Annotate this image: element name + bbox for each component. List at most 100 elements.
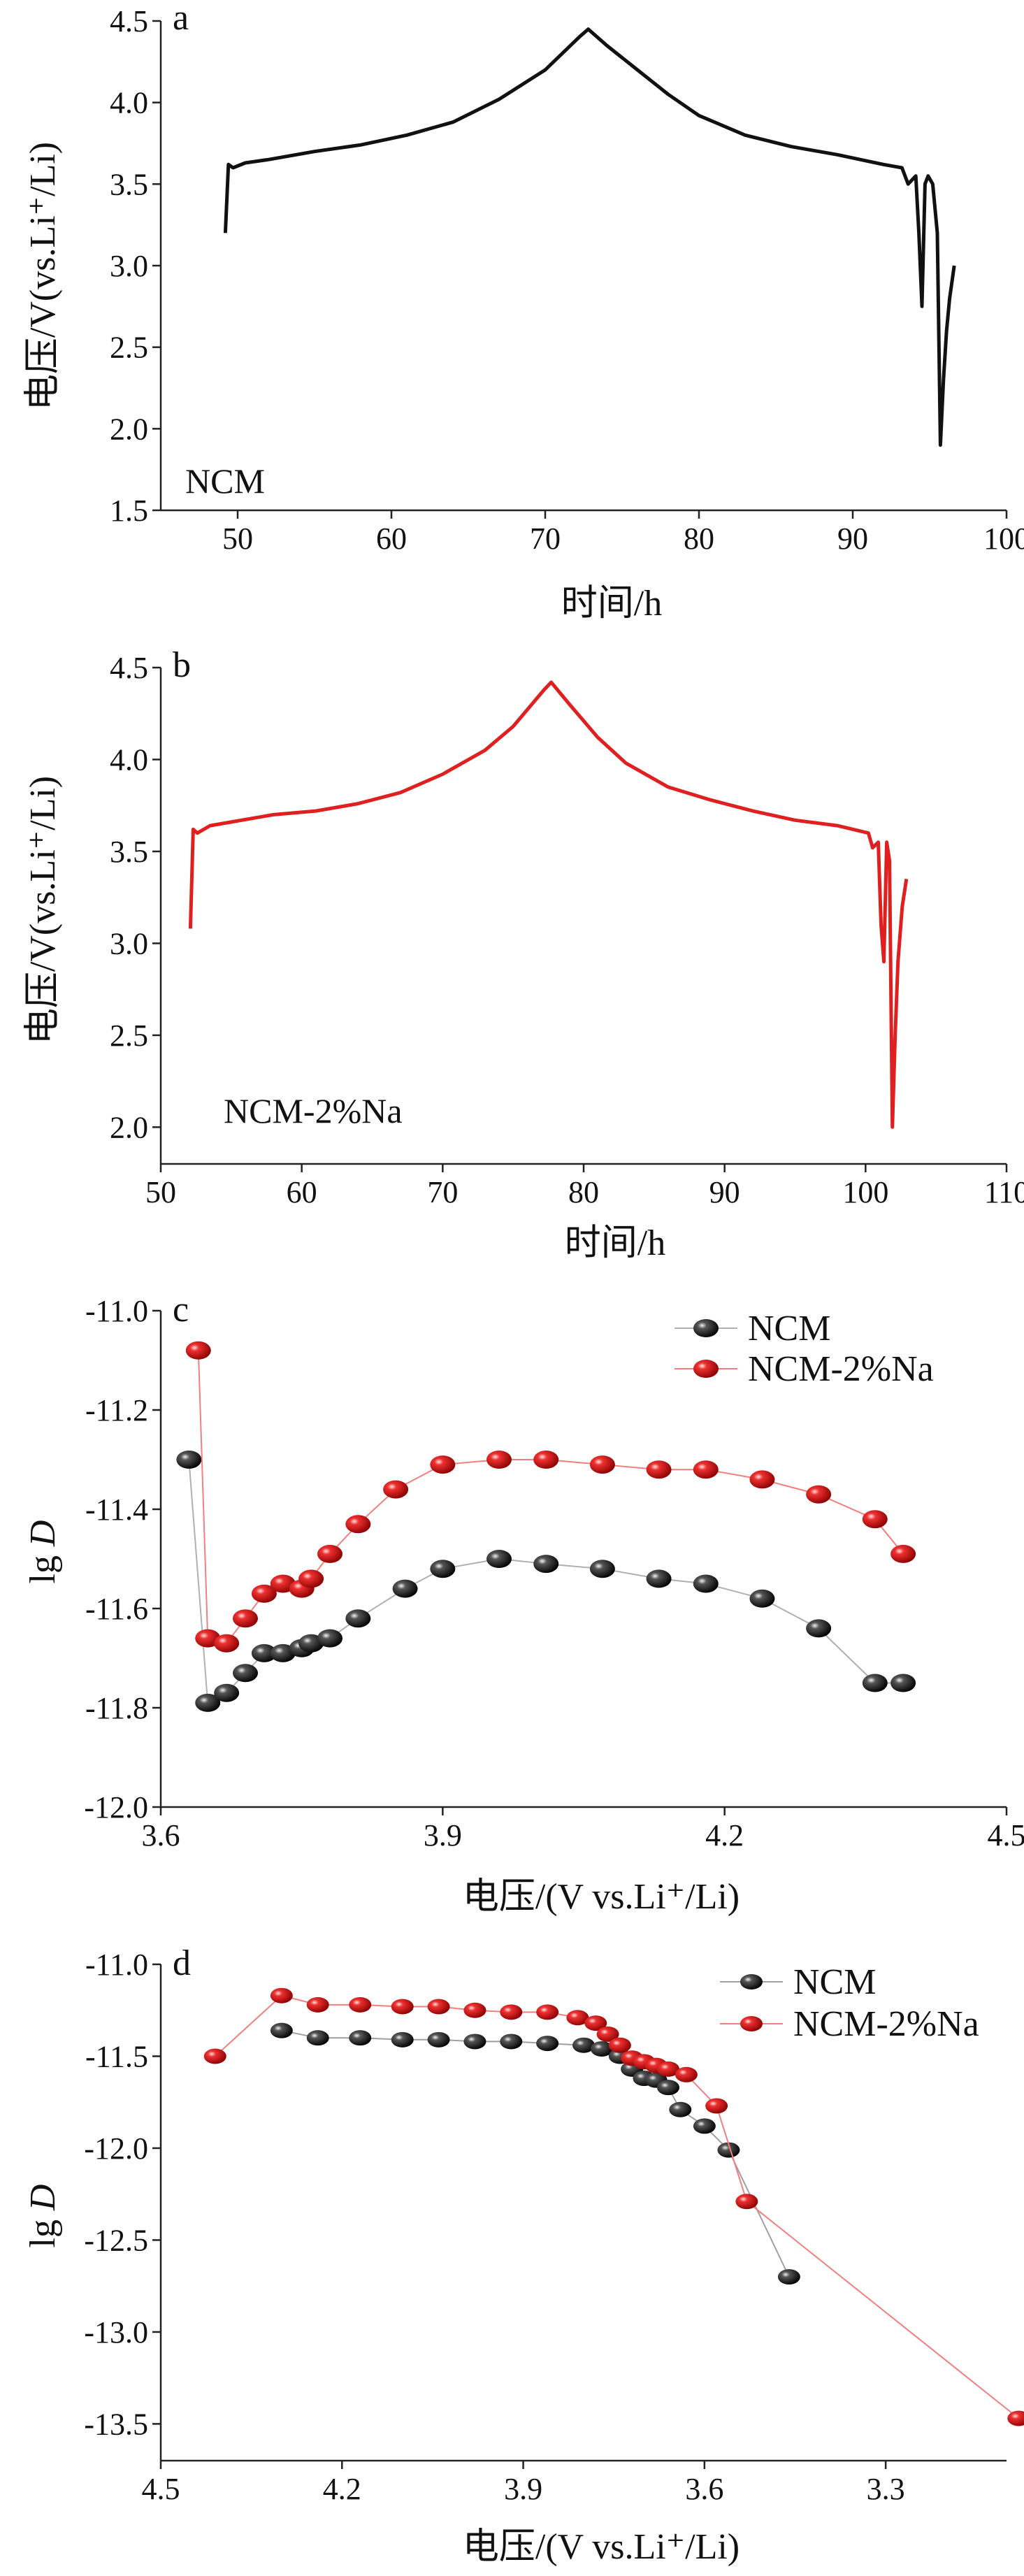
ncm-na-data-point	[214, 1634, 240, 1653]
ncm-data-point	[427, 2031, 450, 2048]
y-tick-label: 4.0	[110, 742, 148, 777]
ncm-na-data-point	[270, 1987, 293, 2003]
panel-b-x-axis-title: 时间/h	[565, 1223, 665, 1263]
ncm-data-point	[717, 2142, 740, 2158]
x-tick-label: 70	[530, 521, 561, 556]
ncm-data-point	[693, 1574, 719, 1593]
panel-c-x-axis-title: 电压/(V vs.Li⁺/Li)	[463, 1877, 740, 1917]
legend-label: NCM	[793, 1962, 876, 2002]
y-tick-label: -11.0	[85, 1948, 148, 1982]
x-tick-label: 90	[709, 1175, 740, 1209]
ncm-na-data-point	[536, 2004, 559, 2020]
panel-c-label: c	[173, 1290, 189, 1330]
y-tick-label: 4.5	[110, 651, 148, 685]
x-tick-label: 50	[222, 521, 253, 556]
ncm-data-point	[317, 1629, 342, 1648]
ncm-data-point	[657, 2080, 679, 2096]
ncm-na-data-point	[675, 2066, 698, 2082]
panel-a-x-axis-title: 时间/h	[561, 584, 662, 624]
panel-c-plot-area: 3.6 3.9 4.2 4.5 -11.0 -11.2 -11.4 -11.6 -11.8 -12…	[84, 1294, 1024, 1852]
ncm-na-data-point	[391, 1999, 414, 2015]
x-tick-label: 50	[145, 1175, 176, 1209]
ncm-na-data-point	[185, 1341, 211, 1360]
ncm-na-data-point	[693, 1460, 719, 1479]
ncm-na-data-point	[203, 2048, 226, 2064]
ncm-data-point	[391, 2031, 414, 2048]
ncm-data-point	[270, 2022, 293, 2038]
x-tick-label: 80	[568, 1175, 599, 1209]
ncm-data-point	[646, 1569, 672, 1588]
ncm-data-point	[572, 2037, 595, 2053]
ncm-data-point	[345, 1609, 371, 1628]
ncm-na-data-point	[657, 2061, 679, 2077]
legend-label: NCM-2%Na	[793, 2004, 979, 2044]
ncm-na-data-point	[584, 2015, 607, 2031]
y-tick-label: 4.5	[110, 4, 148, 38]
ncm-data-point	[195, 1693, 221, 1712]
ncm-na-data-point	[862, 1510, 888, 1529]
ncm-data-point	[349, 2030, 372, 2046]
x-tick-label: 3.9	[504, 2472, 542, 2506]
ncm-na-data-point	[566, 2010, 589, 2026]
panel-b-plot-area: 50 60 70 80 90 100 110 2.0 2.5 3.0 3.5 4.0 4.5	[110, 651, 1024, 1209]
ncm-na-data-point	[306, 1996, 329, 2013]
x-tick-label: 4.2	[705, 1818, 744, 1852]
ncm-na-data-point	[427, 1999, 450, 2015]
legend-label: NCM-2%Na	[748, 1349, 934, 1389]
x-tick-label: 4.5	[142, 2472, 180, 2506]
ncm-na-data-point	[430, 1455, 456, 1474]
ncm-data-point	[669, 2101, 692, 2117]
ncm-na-data-point	[890, 1544, 916, 1563]
ncm-na-data-point	[345, 1515, 371, 1534]
ncm-data-point	[214, 1683, 240, 1702]
y-tick-label: -11.4	[85, 1492, 148, 1527]
ncm-data-point	[486, 1550, 512, 1568]
x-tick-label: 3.3	[867, 2472, 905, 2506]
y-tick-label: 2.0	[110, 1110, 148, 1144]
x-tick-label: 60	[376, 521, 407, 556]
x-tick-label: 100	[842, 1175, 888, 1209]
panel-d-y-axis-title: lg D	[23, 2184, 63, 2247]
y-tick-label: -11.8	[85, 1691, 148, 1725]
ncm-data-point	[890, 1674, 916, 1692]
x-tick-label: 70	[427, 1175, 458, 1209]
ncm-na-data-point	[233, 1609, 258, 1628]
panel-d-x-axis-title: 电压/(V vs.Li⁺/Li)	[463, 2527, 740, 2567]
y-tick-label: 2.5	[110, 1019, 148, 1053]
ncm-na-data-point	[608, 2037, 631, 2053]
panel-a-y-axis-title: 电压/V(vs.Li⁺/Li)	[23, 142, 63, 410]
panel-c-y-axis-title: lg D	[23, 1520, 63, 1583]
ncm-na-data-point	[486, 1451, 512, 1469]
voltage-series-line	[223, 27, 956, 447]
x-tick-label: 3.6	[142, 1818, 180, 1852]
panel-d-label: d	[173, 1943, 191, 1983]
x-tick-label: 4.2	[323, 2472, 361, 2506]
y-tick-label: -12.5	[84, 2223, 148, 2257]
ncm-data-point	[749, 1589, 775, 1608]
y-tick-label: 3.5	[110, 835, 148, 869]
legend-marker	[693, 1319, 719, 1337]
ncm-na-data-point	[749, 1470, 775, 1489]
x-tick-label: 90	[837, 521, 868, 556]
ncm-data-point	[533, 1555, 559, 1574]
ncm-data-point	[392, 1579, 418, 1598]
ncm-na-data-point	[705, 2098, 728, 2114]
ncm-data-point	[463, 2034, 486, 2050]
legend-marker	[740, 1974, 763, 1989]
ncm-na-data-point	[533, 1451, 559, 1469]
voltage-series-line	[188, 680, 909, 1129]
panel-b-label: b	[173, 645, 191, 685]
ncm-na-data-point	[646, 1460, 672, 1479]
ncm-na-data-point	[596, 2026, 619, 2042]
ncm-na-data-point	[589, 1455, 615, 1474]
panel-c: 3.6 3.9 4.2 4.5 -11.0 -11.2 -11.4 -11.6 -11.8 -12…	[23, 1290, 1024, 1917]
legend-marker	[740, 2016, 763, 2031]
x-tick-label: 110	[984, 1175, 1024, 1209]
panel-b-annotation: NCM-2%Na	[224, 1091, 403, 1130]
ncm-data-point	[777, 2269, 800, 2285]
ncm-data-point	[251, 1643, 277, 1662]
y-tick-label: 2.0	[110, 412, 148, 446]
ncm-data-point	[176, 1451, 202, 1469]
ncm-na-data-point	[349, 1996, 372, 2013]
